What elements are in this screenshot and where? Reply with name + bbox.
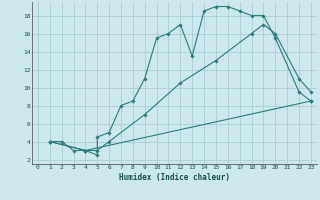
- X-axis label: Humidex (Indice chaleur): Humidex (Indice chaleur): [119, 173, 230, 182]
